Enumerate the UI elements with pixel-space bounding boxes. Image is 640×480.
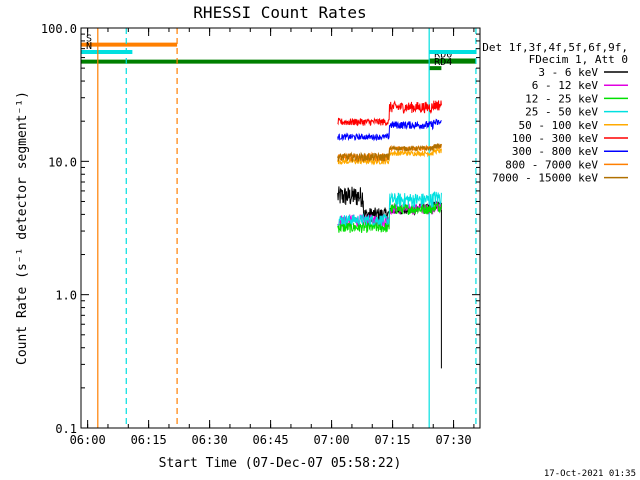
series-line-6 — [337, 118, 442, 142]
x-tick-label-1: 06:15 — [131, 433, 167, 447]
x-tick-label-2: 06:30 — [192, 433, 228, 447]
flag-label-n: N — [86, 41, 92, 52]
x-tick-label-0: 06:00 — [70, 433, 106, 447]
x-tick-label-6: 07:30 — [436, 433, 472, 447]
legend-label-4: 50 - 100 keV — [519, 119, 599, 132]
legend-title-line-2: FDecim 1, Att 0 — [529, 53, 628, 66]
flag-label-rd0: RD0 — [434, 50, 452, 61]
series-line-3 — [337, 191, 442, 227]
legend-label-2: 12 - 25 keV — [525, 92, 598, 105]
x-tick-label-4: 07:00 — [314, 433, 350, 447]
series-line-8 — [337, 143, 442, 163]
legend-title-line-1: Det 1f,3f,4f,5f,6f,9f, — [482, 41, 628, 54]
y-tick-label-2: 10.0 — [48, 155, 77, 169]
x-tick-label-3: 06:45 — [253, 433, 289, 447]
y-tick-label-0: 0.1 — [55, 422, 77, 436]
series-line-5 — [337, 100, 442, 127]
y-tick-label-1: 1.0 — [55, 289, 77, 303]
legend: Det 1f,3f,4f,5f,6f,9f, FDecim 1, Att 0 3… — [482, 41, 628, 185]
y-axis-label: Count Rate (s⁻¹ detector segment⁻¹) — [15, 91, 30, 365]
plot-frame — [80, 27, 481, 429]
x-axis-ticks: 06:00 06:15 06:30 06:45 07:00 07:15 07:30 — [70, 28, 475, 447]
y-axis-ticks: 0.1 1.0 10.0 100.0 — [41, 22, 480, 436]
vertical-markers — [97, 28, 477, 428]
chart-title: RHESSI Count Rates — [193, 3, 366, 22]
series-lines — [337, 100, 442, 369]
flag-label-rd4: RD4 — [434, 57, 452, 68]
legend-label-1: 6 - 12 keV — [532, 79, 599, 92]
legend-label-8: 7000 - 15000 keV — [492, 172, 598, 185]
x-axis-label: Start Time (07-Dec-07 05:58:22) — [159, 456, 402, 471]
legend-label-6: 300 - 800 keV — [512, 145, 598, 158]
footer-date: 17-Oct-2021 01:35 — [544, 469, 636, 479]
flag-label-s: S — [86, 34, 92, 45]
legend-label-3: 25 - 50 keV — [525, 106, 598, 119]
y-tick-label-3: 100.0 — [41, 22, 77, 36]
legend-label-0: 3 - 6 keV — [538, 66, 598, 79]
legend-label-7: 800 - 7000 keV — [505, 158, 598, 171]
x-tick-label-5: 07:15 — [375, 433, 411, 447]
legend-label-5: 100 - 300 keV — [512, 132, 598, 145]
